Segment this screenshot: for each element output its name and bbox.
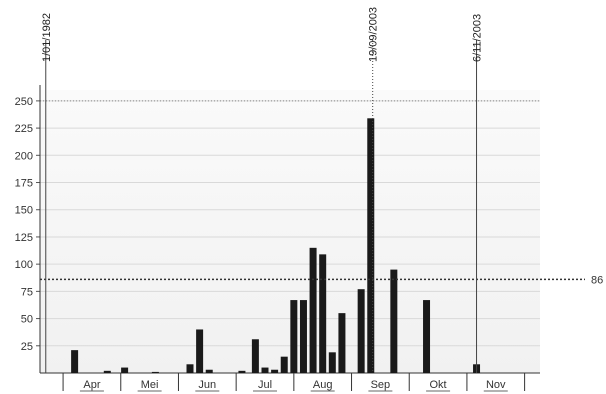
bar	[196, 329, 204, 373]
month-label: Nov	[486, 379, 506, 391]
month-label: Jun	[198, 379, 216, 391]
bar	[328, 352, 336, 373]
bar	[151, 371, 159, 373]
y-axis: 25 50 75 100 125 150 175 200 225 250	[15, 85, 41, 373]
gridlines	[40, 100, 540, 347]
plot-background	[40, 90, 540, 373]
bar	[290, 300, 298, 373]
bar	[338, 313, 346, 373]
reference-line: 86	[40, 274, 603, 286]
bar	[299, 300, 307, 373]
y-tick-label: 200	[15, 150, 33, 162]
bar	[261, 367, 269, 373]
month-label: Aug	[313, 379, 333, 391]
y-tick-label: 125	[15, 232, 33, 244]
date-marker-label: 1/01/1982	[41, 13, 53, 62]
month-label: Sep	[371, 379, 391, 391]
month-label: Jul	[258, 379, 272, 391]
y-tick-label: 250	[15, 96, 33, 108]
month-label: Apr	[83, 379, 100, 391]
month-label: Mei	[141, 379, 159, 391]
bar	[423, 300, 431, 373]
x-axis: Apr Mei Jun Jul Aug Sep Okt Nov	[40, 372, 540, 392]
bar	[103, 370, 111, 373]
date-marker-label: 6/11/2003	[472, 14, 484, 62]
y-tick-label: 100	[15, 259, 33, 271]
y-tick-label: 75	[21, 286, 33, 298]
bar	[280, 356, 288, 373]
bar	[205, 369, 213, 373]
y-tick-label: 150	[15, 205, 33, 217]
y-tick-label: 175	[15, 178, 33, 190]
bar	[319, 254, 327, 373]
bar	[390, 269, 398, 373]
bar	[186, 364, 194, 373]
month-label: Okt	[430, 379, 447, 391]
y-tick-label: 50	[21, 314, 33, 326]
reference-line-label: 86	[591, 274, 603, 286]
bar	[357, 289, 365, 373]
y-tick-label: 25	[21, 341, 33, 353]
bar	[251, 339, 259, 373]
bar	[238, 370, 246, 373]
bar	[309, 247, 317, 373]
y-tick-label: 225	[15, 123, 33, 135]
date-markers: 1/01/1982 19/09/2003 6/11/2003	[41, 7, 484, 373]
date-marker-label: 19/09/2003	[368, 7, 380, 62]
bar	[271, 369, 279, 373]
bar	[121, 367, 129, 373]
bar	[367, 118, 375, 373]
bar	[71, 350, 79, 373]
